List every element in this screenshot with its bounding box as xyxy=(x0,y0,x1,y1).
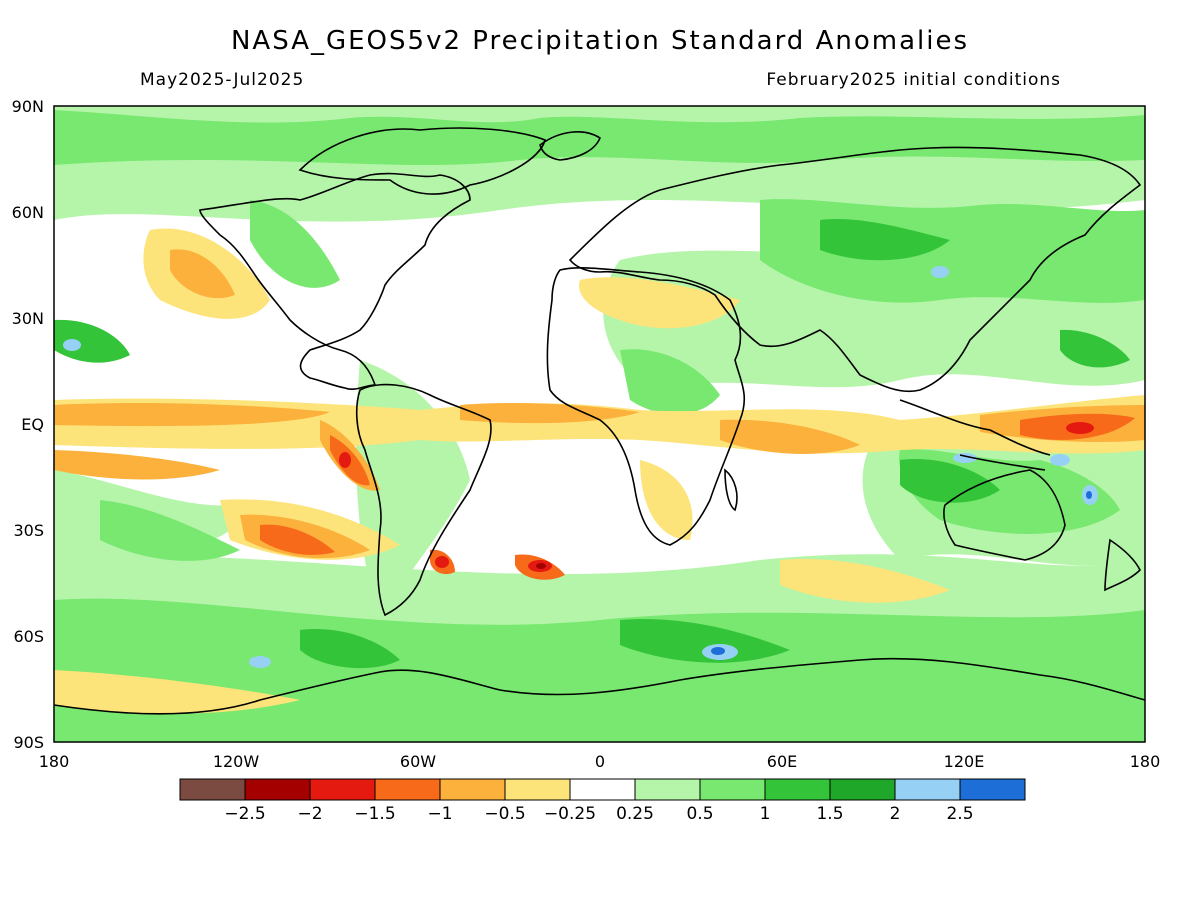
map-frame xyxy=(53,105,1146,743)
colorbar-swatch xyxy=(959,778,1026,801)
lon-tick-label: 120W xyxy=(213,752,260,771)
lat-tick-label: EQ xyxy=(21,415,44,434)
colorbar-swatch xyxy=(179,778,246,801)
colorbar-swatch xyxy=(634,778,701,801)
colorbar-swatch xyxy=(894,778,961,801)
colorbar-label: −1.5 xyxy=(354,804,395,824)
lat-tick-label: 90N xyxy=(12,97,44,116)
colorbar-swatch xyxy=(309,778,376,801)
anomaly-field xyxy=(54,106,1145,742)
coastlines xyxy=(53,127,1146,715)
colorbar-swatch xyxy=(244,778,311,801)
colorbar-swatch xyxy=(569,778,636,801)
colorbar-label: −0.5 xyxy=(484,804,525,824)
colorbar-swatch xyxy=(439,778,506,801)
lat-tick-label: 90S xyxy=(13,733,44,752)
lat-tick-label: 60N xyxy=(12,203,44,222)
lon-tick-label: 180 xyxy=(39,752,70,771)
colorbar-label: 0.5 xyxy=(686,804,713,824)
colorbar-label: −2 xyxy=(297,804,322,824)
colorbar-swatch xyxy=(374,778,441,801)
colorbar: −2.5 −2 −1.5 −1 −0.5 −0.25 0.25 0.5 1 1.5 2 2.5 xyxy=(179,778,1026,824)
period-subtitle: May2025-Jul2025 xyxy=(140,70,305,90)
colorbar-label: −2.5 xyxy=(224,804,265,824)
lat-tick-label: 60S xyxy=(13,627,44,646)
colorbar-label: 2.5 xyxy=(946,804,973,824)
longitude-axis: 180 120W 60W 0 60E 120E 180 xyxy=(39,752,1161,771)
lat-tick-label: 30N xyxy=(12,309,44,328)
latitude-axis: 90N 60N 30N EQ 30S 60S 90S xyxy=(12,97,44,752)
lon-tick-label: 60W xyxy=(400,752,436,771)
colorbar-label: 1 xyxy=(760,804,771,824)
colorbar-label: −0.25 xyxy=(544,804,596,824)
colorbar-label: 2 xyxy=(890,804,901,824)
colorbar-swatch xyxy=(699,778,766,801)
colorbar-label: −1 xyxy=(427,804,452,824)
lon-tick-label: 180 xyxy=(1130,752,1161,771)
lon-tick-label: 0 xyxy=(595,752,605,771)
map-title: NASA_GEOS5v2 Precipitation Standard Anom… xyxy=(230,26,970,56)
colorbar-swatch xyxy=(764,778,831,801)
initial-conditions-subtitle: February2025 initial conditions xyxy=(766,70,1061,90)
lat-tick-label: 30S xyxy=(13,521,44,540)
colorbar-swatch xyxy=(504,778,571,801)
colorbar-label: 1.5 xyxy=(816,804,843,824)
colorbar-swatch xyxy=(829,778,896,801)
lon-tick-label: 120E xyxy=(944,752,985,771)
lon-tick-label: 60E xyxy=(767,752,797,771)
colorbar-label: 0.25 xyxy=(616,804,654,824)
